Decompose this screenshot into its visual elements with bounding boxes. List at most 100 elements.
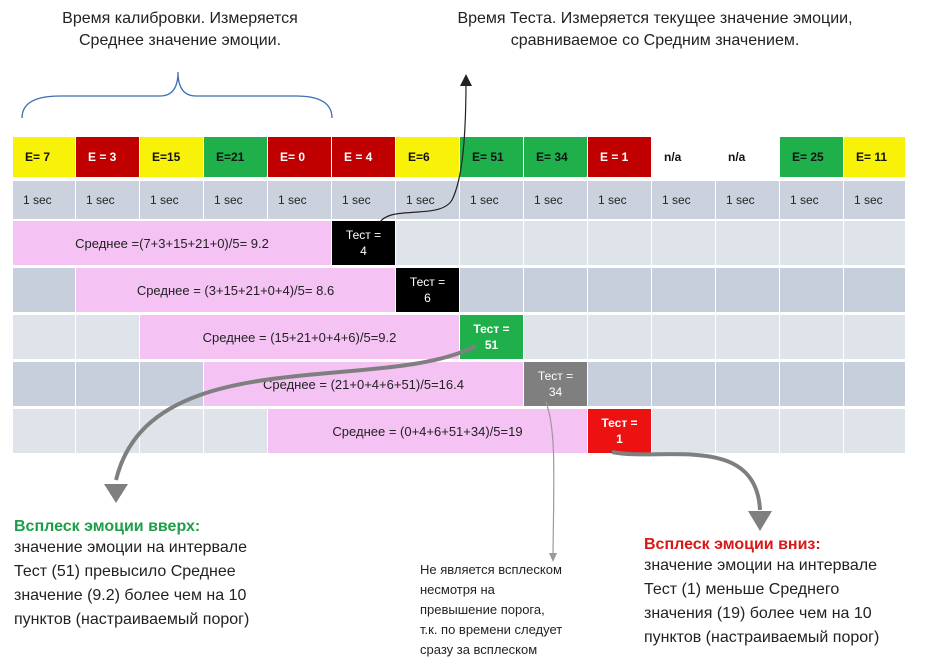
score-cell: E = 4 bbox=[332, 137, 395, 177]
no-spike-arrowhead bbox=[549, 553, 557, 562]
score-cell: E= 34 bbox=[524, 137, 587, 177]
grid-vline bbox=[75, 221, 76, 456]
grid-vline bbox=[651, 221, 652, 456]
test-cell: Тест = 6 bbox=[396, 268, 459, 312]
spike-up-arrow bbox=[114, 344, 477, 481]
test-label: Тест = bbox=[601, 416, 638, 430]
score-label: E= 25 bbox=[792, 150, 824, 164]
time-cell: 1 sec bbox=[844, 181, 905, 219]
test-caption-line1: Время Теста. Измеряется текущее значение… bbox=[457, 10, 853, 27]
test-value: 6 bbox=[424, 291, 431, 305]
spike-up-arrowhead bbox=[104, 484, 128, 503]
spike-down-arrowhead bbox=[748, 511, 772, 531]
score-cell: E=21 bbox=[204, 137, 267, 177]
score-label: E= 7 bbox=[25, 150, 51, 164]
score-label: E=6 bbox=[408, 150, 430, 164]
score-cell: E = 3 bbox=[76, 137, 139, 177]
grid-vline bbox=[843, 221, 844, 456]
time-cell: 1 sec bbox=[204, 181, 267, 219]
time-cell: 1 sec bbox=[460, 181, 523, 219]
test-label: Тест = bbox=[537, 369, 574, 383]
score-label: n/a bbox=[664, 150, 682, 164]
spike-down-arrow bbox=[611, 450, 762, 511]
score-cell: E=15 bbox=[140, 137, 203, 177]
grid-vline bbox=[779, 221, 780, 456]
average-bar: Среднее = (3+15+21+0+4)/5= 8.6 bbox=[76, 268, 395, 312]
spike-up-line: Тест (51) превысило Среднее bbox=[14, 563, 236, 580]
score-cell: E= 51 bbox=[460, 137, 523, 177]
spike-down-title: Всплеск эмоции вниз: bbox=[644, 536, 821, 553]
spike-up-line: значение эмоции на интервале bbox=[14, 539, 247, 556]
score-label: E= 11 bbox=[856, 150, 888, 164]
no-spike-line: несмотря на bbox=[420, 582, 495, 597]
calibration-caption-line1: Время калибровки. Измеряется bbox=[62, 10, 298, 27]
score-cell: E=6 bbox=[396, 137, 459, 177]
test-caption-line2: сравниваемое со Средним значением. bbox=[510, 32, 800, 49]
spike-down-line: значение эмоции на интервале bbox=[644, 557, 877, 574]
grid-vline bbox=[587, 221, 588, 456]
spike-down-line: пунктов (настраиваемый порог) bbox=[644, 629, 880, 646]
test-value: 51 bbox=[484, 338, 499, 352]
no-spike-arrow bbox=[545, 401, 555, 556]
time-cell: 1 sec bbox=[524, 181, 587, 219]
score-label: E = 4 bbox=[344, 150, 373, 164]
score-label: E = 1 bbox=[600, 150, 629, 164]
time-cell: 1 sec bbox=[76, 181, 139, 219]
score-label: E= 34 bbox=[536, 150, 568, 164]
time-cell: 1 sec bbox=[140, 181, 203, 219]
time-cell: 1 sec bbox=[396, 181, 459, 219]
score-label: E=15 bbox=[152, 150, 181, 164]
average-bar: Среднее = (15+21+0+4+6)/5=9.2 bbox=[140, 315, 459, 359]
spike-up-line: значение (9.2) более чем на 10 bbox=[14, 587, 247, 604]
test-caption-arrow bbox=[379, 74, 472, 223]
spike-up-title: Всплеск эмоции вверх: bbox=[14, 518, 201, 535]
score-label: n/a bbox=[728, 150, 746, 164]
test-value: 34 bbox=[548, 385, 563, 399]
score-cell: E = 1 bbox=[588, 137, 651, 177]
time-cell: 1 sec bbox=[780, 181, 843, 219]
score-label: E= 51 bbox=[472, 150, 504, 164]
spike-up-note: Всплеск эмоции вверх: значение эмоции на… bbox=[14, 518, 314, 632]
test-value: 1 bbox=[616, 432, 623, 446]
test-label: Тест = bbox=[345, 228, 382, 242]
time-cell: 1 sec bbox=[716, 181, 779, 219]
spike-down-line: значения (19) более чем на 10 bbox=[644, 605, 872, 622]
score-cell: E= 7 bbox=[13, 137, 75, 177]
score-label: E = 3 bbox=[88, 150, 117, 164]
grid-vline bbox=[139, 221, 140, 456]
test-value: 4 bbox=[360, 244, 367, 258]
score-cell: E= 25 bbox=[780, 137, 843, 177]
test-cell: Тест = 1 bbox=[588, 409, 651, 453]
time-cell: 1 sec bbox=[652, 181, 715, 219]
no-spike-line: Не является всплеском bbox=[420, 562, 562, 577]
score-label: E=21 bbox=[216, 150, 245, 164]
test-cell: Тест = 34 bbox=[524, 362, 587, 406]
score-cell: n/a bbox=[652, 137, 715, 177]
calibration-caption-line2: Среднее значение эмоции. bbox=[78, 32, 282, 49]
score-cell: E= 0 bbox=[268, 137, 331, 177]
test-caption: Время Теста. Измеряется текущее значение… bbox=[410, 8, 900, 52]
test-label: Тест = bbox=[473, 322, 510, 336]
grid-vline bbox=[459, 221, 460, 456]
no-spike-line: т.к. по времени следует bbox=[420, 622, 563, 637]
test-cell: Тест = 51 bbox=[460, 315, 523, 359]
average-bar: Среднее =(7+3+15+21+0)/5= 9.2 bbox=[13, 221, 331, 265]
spike-up-line: пунктов (настраиваемый порог) bbox=[14, 611, 250, 628]
no-spike-note: Не является всплеском несмотря на превыш… bbox=[420, 560, 620, 660]
spike-down-line: Тест (1) меньше Среднего bbox=[644, 581, 840, 598]
grid-vline bbox=[523, 221, 524, 456]
no-spike-line: сразу за всплеском bbox=[420, 642, 538, 657]
score-cell: E= 11 bbox=[844, 137, 905, 177]
no-spike-line: превышение порога, bbox=[420, 602, 545, 617]
score-cell: n/a bbox=[716, 137, 779, 177]
time-cell: 1 sec bbox=[332, 181, 395, 219]
calibration-brace bbox=[21, 71, 333, 119]
test-label: Тест = bbox=[409, 275, 446, 289]
time-cell: 1 sec bbox=[588, 181, 651, 219]
test-cell: Тест = 4 bbox=[332, 221, 395, 265]
average-bar: Среднее = (21+0+4+6+51)/5=16.4 bbox=[204, 362, 523, 406]
score-label: E= 0 bbox=[280, 150, 306, 164]
spike-down-note: Всплеск эмоции вниз: значение эмоции на … bbox=[644, 536, 929, 650]
time-cell: 1 sec bbox=[13, 181, 75, 219]
